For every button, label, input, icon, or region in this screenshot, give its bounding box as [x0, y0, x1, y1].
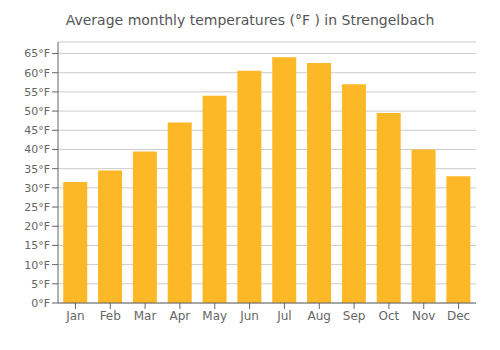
- html-text:Average monthly temperatures (: Average monthly temperatures (°F ) in St…: [65, 12, 435, 28]
- svg-text:Aug: Aug: [308, 309, 331, 323]
- svg-text:Feb: Feb: [100, 309, 121, 323]
- svg-text:Mar: Mar: [134, 309, 157, 323]
- svg-text:Jan: Jan: [65, 309, 85, 323]
- svg-text:May: May: [202, 309, 227, 323]
- svg-text:Apr: Apr: [170, 309, 191, 323]
- svg-text:Sep: Sep: [343, 309, 366, 323]
- svg-text:Nov: Nov: [412, 309, 435, 323]
- svg-text:20°F: 20°F: [24, 220, 50, 233]
- svg-text:0°F: 0°F: [31, 297, 50, 310]
- svg-text:45°F: 45°F: [24, 124, 50, 137]
- svg-text:50°F: 50°F: [24, 105, 50, 118]
- svg-text:Jun: Jun: [239, 309, 259, 323]
- svg-text:30°F: 30°F: [24, 182, 50, 195]
- svg-text:Dec: Dec: [447, 309, 470, 323]
- svg-text:55°F: 55°F: [24, 86, 50, 99]
- svg-text:65°F: 65°F: [24, 47, 50, 60]
- svg-text:15°F: 15°F: [24, 239, 50, 252]
- svg-text:40°F: 40°F: [24, 143, 50, 156]
- svg-text:5°F: 5°F: [31, 278, 50, 291]
- svg-text:Oct: Oct: [379, 309, 400, 323]
- svg-text:10°F: 10°F: [24, 259, 50, 272]
- svg-text:25°F: 25°F: [24, 201, 50, 214]
- svg-text:35°F: 35°F: [24, 163, 50, 176]
- svg-text:60°F: 60°F: [24, 67, 50, 80]
- svg-text:Jul: Jul: [276, 309, 291, 323]
